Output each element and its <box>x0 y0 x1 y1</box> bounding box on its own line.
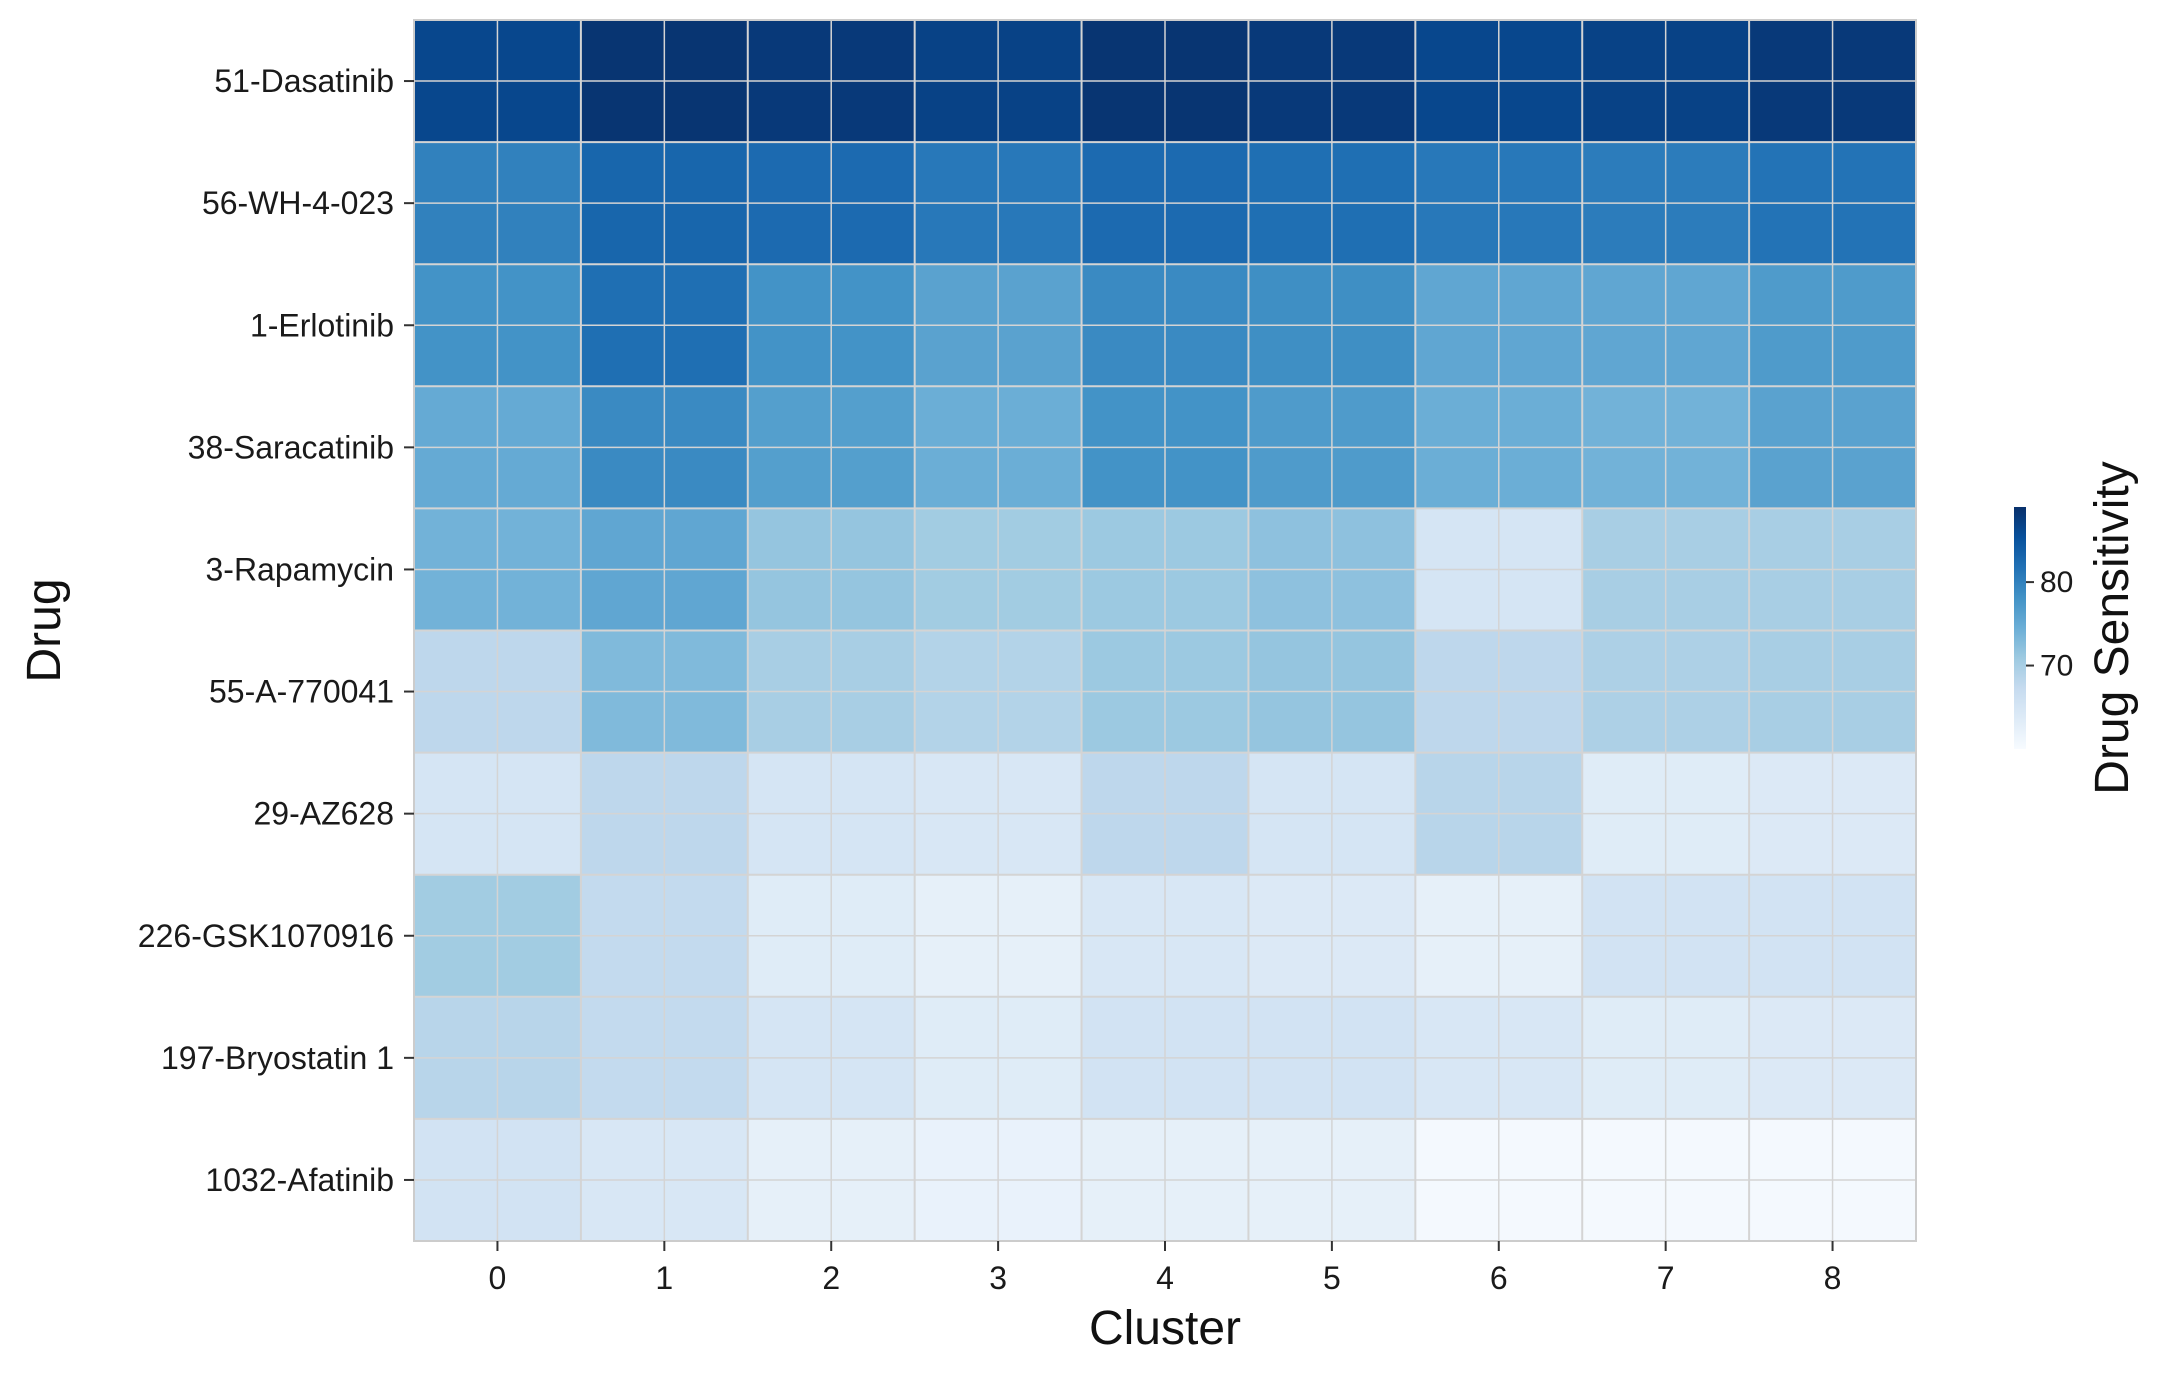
x-tick-label: 4 <box>1156 1260 1174 1296</box>
y-tick-label: 38-Saracatinib <box>188 429 394 465</box>
x-tick-label: 6 <box>1490 1260 1508 1296</box>
y-tick-label: 1-Erlotinib <box>250 307 394 343</box>
x-tick-label: 8 <box>1824 1260 1842 1296</box>
x-axis-title: Cluster <box>1089 1302 1241 1355</box>
colorbar-tick-label: 80 <box>2040 566 2073 599</box>
x-tick-label: 5 <box>1323 1260 1341 1296</box>
x-tick-label: 3 <box>989 1260 1007 1296</box>
y-tick-label: 1032-Afatinib <box>205 1162 394 1198</box>
colorbar-tick-label: 70 <box>2040 650 2073 683</box>
y-axis-title: Drug <box>18 578 71 682</box>
y-tick-label: 29-AZ628 <box>253 796 394 832</box>
x-tick-label: 0 <box>489 1260 507 1296</box>
y-tick-label: 55-A-770041 <box>209 674 394 710</box>
x-tick-label: 2 <box>822 1260 840 1296</box>
y-tick-label: 56-WH-4-023 <box>202 185 394 221</box>
y-tick-label: 51-Dasatinib <box>214 63 394 99</box>
y-tick-label: 226-GSK1070916 <box>138 918 394 954</box>
y-tick-label: 197-Bryostatin 1 <box>161 1040 394 1076</box>
colorbar-ticks: 70 80 <box>2026 566 2073 683</box>
x-axis-ticks: 0 1 2 3 4 5 6 7 8 <box>489 1241 1842 1296</box>
colorbar <box>2014 507 2026 749</box>
x-tick-label: 7 <box>1657 1260 1675 1296</box>
heatmap-gridlines <box>413 19 1917 1242</box>
colorbar-title: Drug Sensitivity <box>2086 461 2139 794</box>
y-axis-ticks: 51-Dasatinib 56-WH-4-023 1-Erlotinib 38-Sar… <box>138 63 414 1198</box>
y-tick-label: 3-Rapamycin <box>205 551 394 587</box>
x-tick-label: 1 <box>655 1260 673 1296</box>
